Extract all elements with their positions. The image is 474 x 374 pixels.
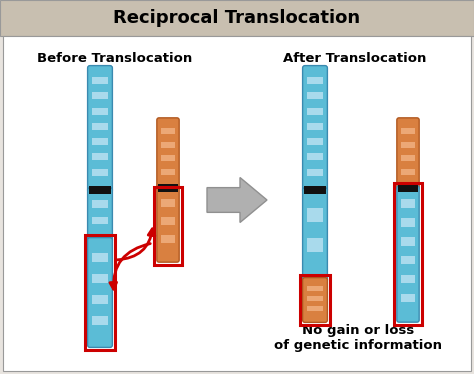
FancyBboxPatch shape <box>157 118 179 190</box>
Bar <box>92 295 108 304</box>
Bar <box>161 128 175 134</box>
Bar <box>92 123 108 130</box>
Bar <box>161 169 175 175</box>
Bar <box>0 0 474 36</box>
Bar <box>307 123 323 130</box>
Bar <box>92 77 108 84</box>
Bar <box>300 275 330 325</box>
Bar <box>161 199 175 207</box>
Bar <box>161 142 175 148</box>
Bar <box>307 138 323 145</box>
Bar <box>92 108 108 114</box>
Bar <box>92 252 108 262</box>
Bar <box>161 155 175 162</box>
Bar <box>304 186 326 194</box>
Text: Reciprocal Translocation: Reciprocal Translocation <box>113 9 361 27</box>
Bar <box>307 92 323 99</box>
Bar <box>161 235 175 243</box>
Bar <box>398 184 418 192</box>
FancyArrow shape <box>207 178 267 223</box>
FancyBboxPatch shape <box>157 186 179 262</box>
Text: After Translocation: After Translocation <box>283 52 427 64</box>
Bar <box>401 155 415 162</box>
Bar <box>307 238 323 251</box>
Bar <box>3 36 471 371</box>
Bar <box>307 169 323 175</box>
Bar <box>92 217 108 224</box>
Bar <box>401 256 415 264</box>
FancyBboxPatch shape <box>88 188 112 242</box>
Bar <box>89 186 111 194</box>
Bar <box>92 92 108 99</box>
Bar <box>401 294 415 302</box>
Bar <box>401 237 415 245</box>
Bar <box>85 235 115 350</box>
Bar <box>92 138 108 145</box>
Bar <box>92 316 108 325</box>
Bar <box>307 153 323 160</box>
Bar <box>307 296 323 300</box>
Bar <box>92 153 108 160</box>
Text: No gain or loss
of genetic information: No gain or loss of genetic information <box>274 324 442 352</box>
FancyBboxPatch shape <box>88 237 112 347</box>
Text: Before Translocation: Before Translocation <box>37 52 192 64</box>
FancyBboxPatch shape <box>302 65 328 192</box>
Bar <box>307 286 323 291</box>
Bar <box>401 142 415 148</box>
Bar <box>401 169 415 175</box>
Bar <box>401 218 415 227</box>
FancyBboxPatch shape <box>397 118 419 190</box>
Bar <box>154 187 182 265</box>
Bar <box>92 274 108 283</box>
Bar <box>401 128 415 134</box>
FancyBboxPatch shape <box>397 186 419 322</box>
Bar <box>307 208 323 221</box>
FancyBboxPatch shape <box>302 278 328 322</box>
Bar <box>92 169 108 175</box>
FancyBboxPatch shape <box>302 188 328 282</box>
Bar <box>307 77 323 84</box>
Bar <box>307 306 323 310</box>
Bar <box>394 183 422 325</box>
FancyBboxPatch shape <box>88 65 112 192</box>
Bar <box>307 108 323 114</box>
Bar <box>158 184 178 192</box>
Bar <box>92 200 108 208</box>
Bar <box>401 275 415 283</box>
Bar <box>161 217 175 225</box>
Bar <box>401 199 415 208</box>
